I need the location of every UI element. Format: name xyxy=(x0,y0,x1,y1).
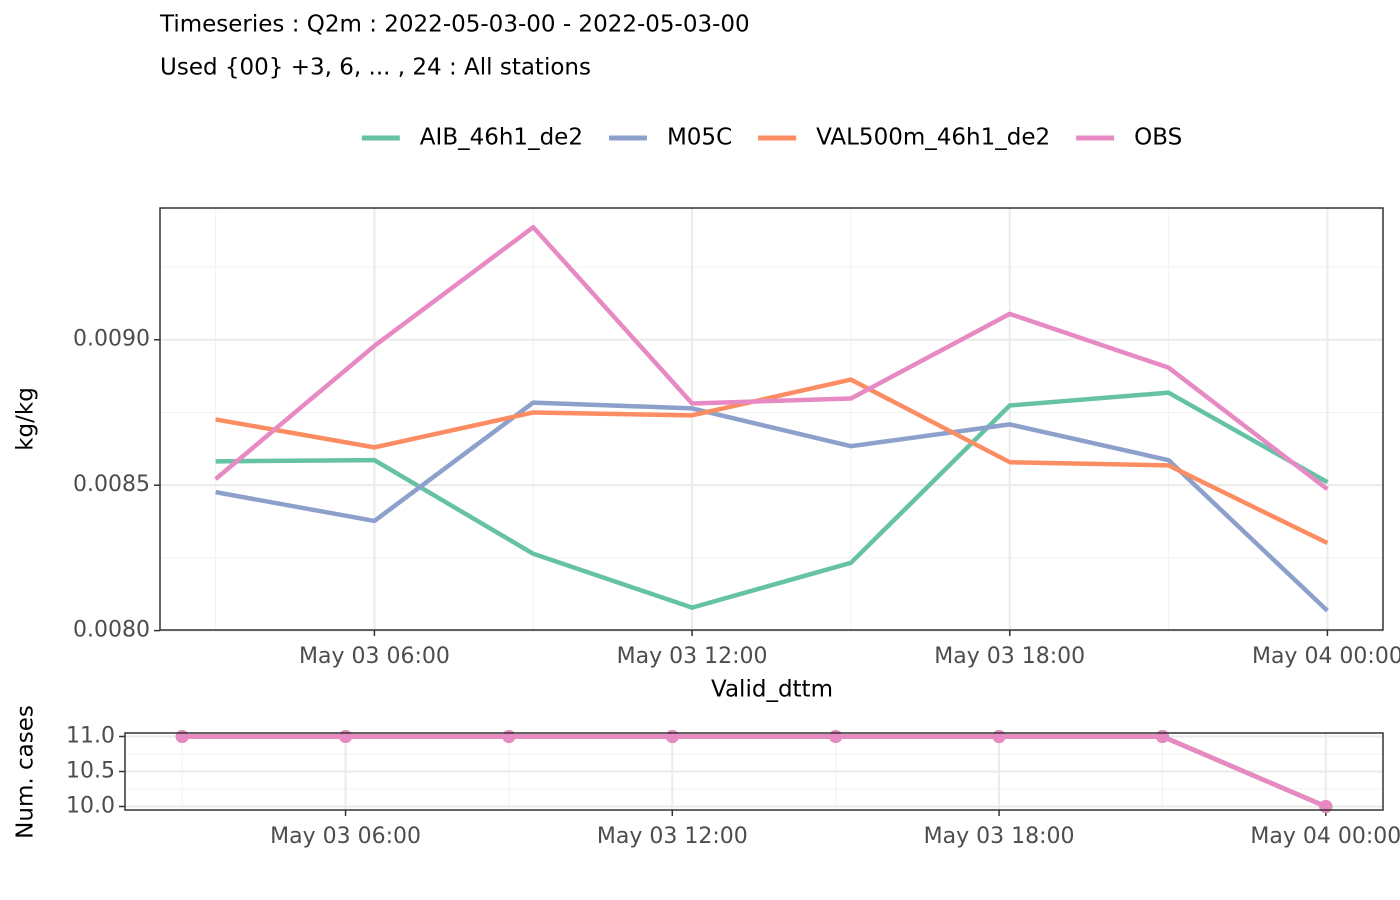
y-axis-label: Num. cases xyxy=(13,705,39,839)
legend-label: VAL500m_46h1_de2 xyxy=(816,125,1050,151)
y-tick-label: 10.5 xyxy=(66,759,115,784)
x-tick-label: May 03 06:00 xyxy=(270,824,421,849)
x-tick-label: May 03 18:00 xyxy=(934,644,1085,669)
y-tick-label: 11.0 xyxy=(66,724,115,749)
x-tick-label: May 04 00:00 xyxy=(1252,644,1400,669)
series-point xyxy=(1319,800,1333,813)
series-point xyxy=(339,730,353,743)
legend-label: AIB_46h1_de2 xyxy=(420,125,583,151)
panel-border xyxy=(159,207,1384,631)
series-point xyxy=(665,730,679,743)
series-line xyxy=(214,224,1329,492)
chart-subtitle: Used {00} +3, 6, ... , 24 : All stations xyxy=(160,55,591,81)
series-line xyxy=(182,734,1327,809)
x-tick-label: May 04 00:00 xyxy=(1250,824,1400,849)
y-tick-label: 0.0085 xyxy=(73,472,150,497)
chart-title: Timeseries : Q2m : 2022-05-03-00 - 2022-… xyxy=(159,12,750,38)
x-tick-label: May 03 12:00 xyxy=(617,644,768,669)
legend-label: M05C xyxy=(667,125,732,151)
legend-label: OBS xyxy=(1134,125,1182,151)
x-axis-label: Valid_dttm xyxy=(711,677,833,703)
y-tick-label: 0.0080 xyxy=(73,618,150,643)
series-line xyxy=(215,400,1329,613)
series-point xyxy=(992,730,1006,743)
series-point xyxy=(829,730,843,743)
series-point xyxy=(175,730,189,743)
y-tick-label: 10.0 xyxy=(66,794,115,819)
y-tick-label: 0.0090 xyxy=(73,327,150,352)
panel-border xyxy=(124,732,1384,811)
series-line xyxy=(215,390,1329,610)
x-tick-label: May 03 12:00 xyxy=(597,824,748,849)
x-tick-label: May 03 18:00 xyxy=(924,824,1075,849)
series-line xyxy=(215,377,1329,546)
series-point xyxy=(502,730,516,743)
y-axis-label: kg/kg xyxy=(13,387,39,451)
series-point xyxy=(1155,730,1169,743)
x-tick-label: May 03 06:00 xyxy=(299,644,450,669)
